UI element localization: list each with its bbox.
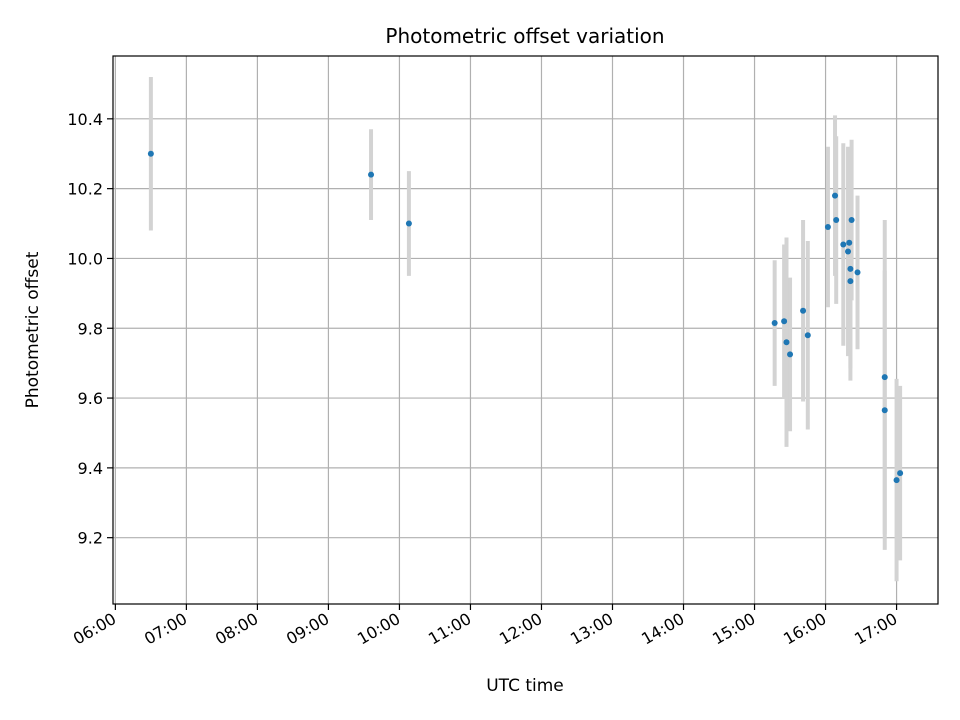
data-point <box>832 192 839 199</box>
data-point <box>846 239 853 246</box>
data-point <box>854 269 861 276</box>
plot-area <box>113 56 938 604</box>
data-point <box>833 217 840 224</box>
data-point <box>840 241 847 248</box>
data-point <box>771 320 778 327</box>
data-point <box>881 374 888 381</box>
data-point <box>804 332 811 339</box>
data-point <box>847 278 854 285</box>
data-point <box>781 318 788 325</box>
data-point <box>368 171 375 178</box>
y-axis-title: Photometric offset <box>23 251 43 408</box>
chart-title: Photometric offset variation <box>385 24 664 48</box>
data-point <box>893 477 900 484</box>
data-point <box>405 220 412 227</box>
data-point <box>800 307 807 314</box>
data-point <box>897 470 904 477</box>
y-tick-label: 10.2 <box>67 180 103 199</box>
data-points <box>147 150 904 484</box>
data-point <box>787 351 794 358</box>
y-tick-label: 9.8 <box>78 319 103 338</box>
y-tick-label: 9.4 <box>78 459 103 478</box>
data-point <box>147 150 154 157</box>
data-point <box>848 217 855 224</box>
plot-frame <box>112 55 939 605</box>
data-point <box>824 224 831 231</box>
y-tick-label: 10.4 <box>67 110 103 129</box>
y-tick-label: 9.2 <box>78 529 103 548</box>
y-axis-ticks: 9.2 9.4 9.6 9.8 10.0 10.2 10.4 <box>67 110 113 548</box>
data-point <box>783 339 790 346</box>
data-point <box>847 265 854 272</box>
x-axis-title: UTC time <box>486 676 564 696</box>
y-tick-label: 10.0 <box>67 249 103 268</box>
grid-lines <box>113 56 938 604</box>
data-point <box>881 407 888 414</box>
y-tick-label: 9.6 <box>78 389 103 408</box>
data-point <box>845 248 852 255</box>
